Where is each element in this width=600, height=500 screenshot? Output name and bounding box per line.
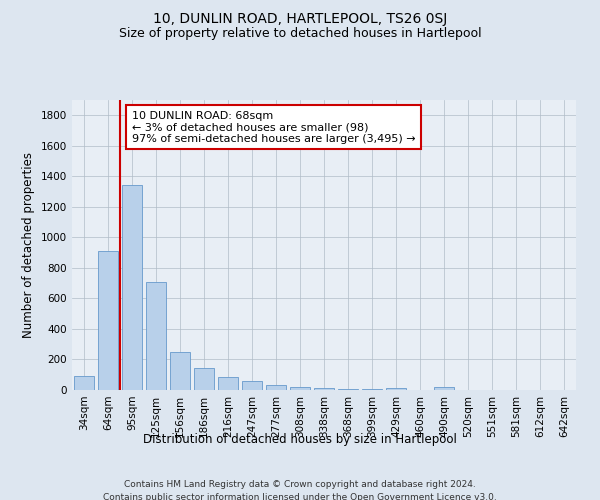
Bar	[170, 352, 190, 390]
Text: Distribution of detached houses by size in Hartlepool: Distribution of detached houses by size …	[143, 432, 457, 446]
Text: 10, DUNLIN ROAD, HARTLEPOOL, TS26 0SJ: 10, DUNLIN ROAD, HARTLEPOOL, TS26 0SJ	[153, 12, 447, 26]
Bar	[122, 186, 142, 390]
Bar	[434, 386, 454, 390]
Bar	[242, 381, 262, 390]
Bar	[194, 368, 214, 390]
Text: Size of property relative to detached houses in Hartlepool: Size of property relative to detached ho…	[119, 28, 481, 40]
Bar	[146, 282, 166, 390]
Bar	[362, 389, 382, 390]
Bar	[266, 385, 286, 390]
Bar	[98, 251, 118, 390]
Bar	[314, 388, 334, 390]
Text: Contains HM Land Registry data © Crown copyright and database right 2024.
Contai: Contains HM Land Registry data © Crown c…	[103, 480, 497, 500]
Bar	[74, 376, 94, 390]
Y-axis label: Number of detached properties: Number of detached properties	[22, 152, 35, 338]
Bar	[386, 388, 406, 390]
Bar	[338, 389, 358, 390]
Text: 10 DUNLIN ROAD: 68sqm
← 3% of detached houses are smaller (98)
97% of semi-detac: 10 DUNLIN ROAD: 68sqm ← 3% of detached h…	[132, 110, 416, 144]
Bar	[290, 386, 310, 390]
Bar	[218, 377, 238, 390]
